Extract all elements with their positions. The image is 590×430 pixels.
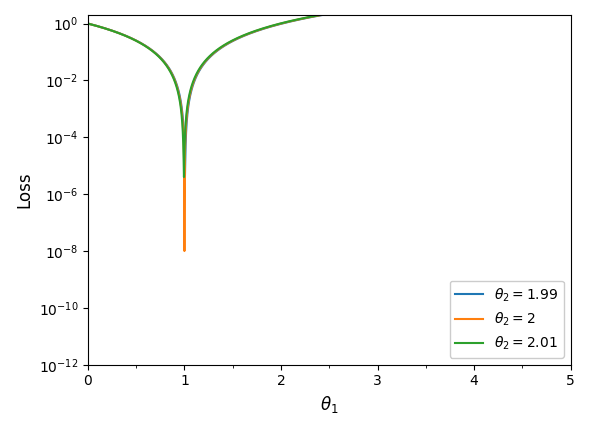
$\theta_2 = 2$ [104, 27, 112, 32]
Legend: $\theta_2 = 1.99$, $\theta_2 = 2$, $\theta_2 = 2.01$: $\theta_2 = 1.99$, $\theta_2 = 2$, $\the… [450, 281, 563, 358]
$\theta_2 = 2$ [179, 119, 186, 124]
Line: $\theta_2 = 2.01$: $\theta_2 = 2.01$ [88, 0, 571, 177]
Line: $\theta_2 = 1.99$: $\theta_2 = 1.99$ [88, 0, 571, 177]
$\theta_2 = 2.01$ [87, 22, 94, 27]
$\theta_2 = 1.99$ [113, 30, 120, 35]
$\theta_2 = 1.99$ [320, 12, 327, 17]
X-axis label: $\theta_1$: $\theta_1$ [320, 394, 339, 415]
$\theta_2 = 2.01$ [84, 21, 91, 26]
$\theta_2 = 2$ [84, 21, 91, 26]
Y-axis label: Loss: Loss [15, 172, 33, 208]
$\theta_2 = 1.99$ [179, 113, 186, 118]
Line: $\theta_2 = 2$: $\theta_2 = 2$ [88, 0, 571, 251]
$\theta_2 = 2.01$ [179, 126, 186, 131]
$\theta_2 = 2.01$ [320, 12, 327, 17]
$\theta_2 = 2$ [320, 12, 327, 17]
$\theta_2 = 1.99$ [84, 21, 91, 26]
$\theta_2 = 2.01$ [104, 27, 112, 32]
$\theta_2 = 2$ [181, 249, 188, 254]
$\theta_2 = 2$ [87, 22, 94, 27]
$\theta_2 = 2.01$ [113, 30, 120, 35]
$\theta_2 = 1.99$ [104, 27, 112, 32]
$\theta_2 = 2.01$ [181, 175, 188, 180]
$\theta_2 = 1.99$ [181, 175, 188, 180]
$\theta_2 = 1.99$ [87, 22, 94, 27]
$\theta_2 = 2$ [113, 30, 120, 35]
